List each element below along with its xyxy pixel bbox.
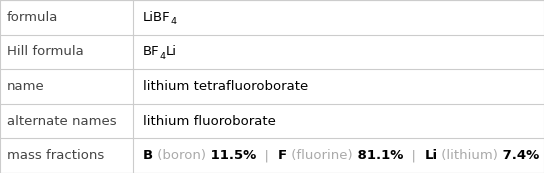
Text: 4: 4 (171, 17, 177, 26)
Text: formula: formula (7, 11, 58, 24)
Text: lithium tetrafluoroborate: lithium tetrafluoroborate (143, 80, 308, 93)
Text: |: | (256, 149, 278, 162)
Text: B: B (143, 149, 153, 162)
Text: BF: BF (143, 45, 160, 58)
Text: 81.1%: 81.1% (353, 149, 403, 162)
Text: Li: Li (424, 149, 437, 162)
Text: LiBF: LiBF (143, 11, 171, 24)
Text: 7.4%: 7.4% (498, 149, 540, 162)
Text: F: F (278, 149, 287, 162)
Text: 11.5%: 11.5% (206, 149, 256, 162)
Text: 4: 4 (160, 52, 166, 61)
Text: Li: Li (166, 45, 177, 58)
Text: |: | (403, 149, 424, 162)
Text: (boron): (boron) (153, 149, 206, 162)
Text: mass fractions: mass fractions (7, 149, 104, 162)
Text: lithium fluoroborate: lithium fluoroborate (143, 115, 276, 128)
Text: (lithium): (lithium) (437, 149, 498, 162)
Text: alternate names: alternate names (7, 115, 116, 128)
Text: name: name (7, 80, 44, 93)
Text: (fluorine): (fluorine) (287, 149, 353, 162)
Text: Hill formula: Hill formula (7, 45, 83, 58)
